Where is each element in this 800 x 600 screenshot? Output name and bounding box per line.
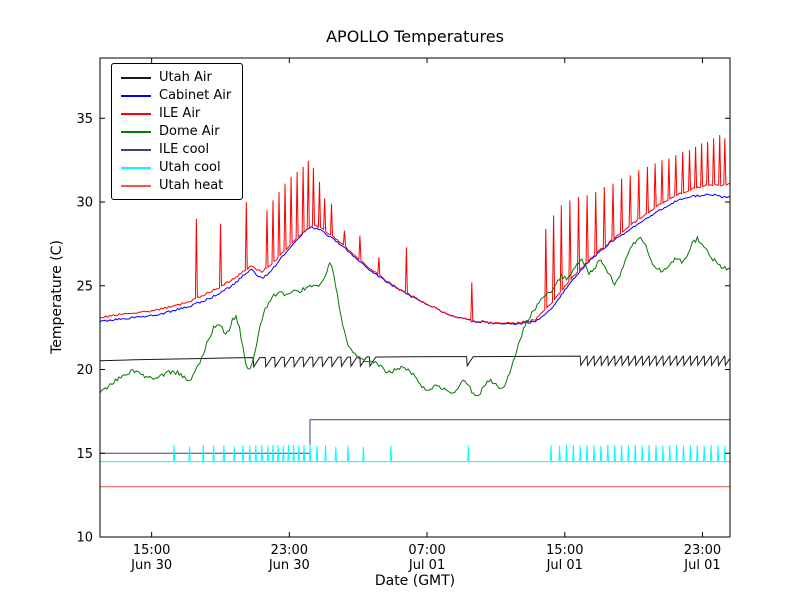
axes-frame: [99, 57, 731, 538]
series-group: [100, 134, 730, 488]
x-tick-date: Jun 30: [268, 558, 310, 573]
x-tick-time: 23:00: [684, 543, 721, 558]
ile-cool-legend-line: [121, 148, 151, 151]
legend-item-utah-air: Utah Air: [121, 69, 231, 86]
y-tick-label: 10: [76, 531, 93, 546]
utah-heat-legend-line: [121, 184, 151, 187]
x-tick-time: 15:00: [546, 543, 583, 558]
x-tick-date: Jul 01: [546, 558, 583, 573]
legend-item-dome-air: Dome Air: [121, 123, 231, 140]
series-line-utah-air: [100, 355, 730, 369]
y-tick-label: 25: [76, 279, 93, 294]
y-tick-label: 20: [76, 363, 93, 378]
legend-label: Utah cool: [159, 160, 221, 175]
x-tick-date: Jun 30: [130, 558, 172, 573]
chart-title: APOLLO Temperatures: [326, 27, 504, 46]
legend-item-utah-heat: Utah heat: [121, 177, 231, 194]
x-tick-date: Jul 01: [683, 558, 720, 573]
x-tick-time: 23:00: [271, 543, 308, 558]
legend-item-utah-cool: Utah cool: [121, 159, 231, 176]
y-tick-label: 30: [76, 196, 93, 211]
y-tick-label: 15: [76, 447, 93, 462]
legend-item-cabinet-air: Cabinet Air: [121, 87, 231, 104]
y-axis-label: Temperature (C): [49, 240, 65, 354]
legend-label: Cabinet Air: [159, 88, 232, 103]
x-tick-time: 15:00: [133, 543, 170, 558]
series-line-dome-air: [100, 235, 730, 397]
dome-air-legend-line: [121, 130, 151, 133]
legend-label: ILE Air: [159, 106, 201, 121]
utah-cool-legend-line: [121, 166, 151, 169]
legend-item-ile-air: ILE Air: [121, 105, 231, 122]
series-line-cabinet-air: [100, 193, 730, 326]
series-line-ile-cool: [100, 419, 730, 454]
legend-label: Dome Air: [159, 124, 220, 139]
legend-item-ile-cool: ILE cool: [121, 141, 231, 158]
y-tick-label: 35: [76, 112, 93, 127]
utah-air-legend-line: [121, 76, 151, 79]
tick-marks: [100, 58, 730, 538]
legend-label: ILE cool: [159, 142, 210, 157]
series-line-utah-cool: [100, 444, 730, 463]
x-tick-time: 07:00: [408, 543, 445, 558]
x-tick-date: Jul 01: [408, 558, 445, 573]
ile-air-legend-line: [121, 112, 151, 115]
series-line-ile-air: [100, 134, 730, 325]
x-axis-label: Date (GMT): [374, 573, 456, 589]
legend-label: Utah Air: [159, 70, 212, 85]
cabinet-air-legend-line: [121, 94, 151, 97]
legend: Utah Air Cabinet Air ILE Air Dome Air ILE co…: [111, 63, 244, 200]
legend-label: Utah heat: [159, 178, 224, 193]
